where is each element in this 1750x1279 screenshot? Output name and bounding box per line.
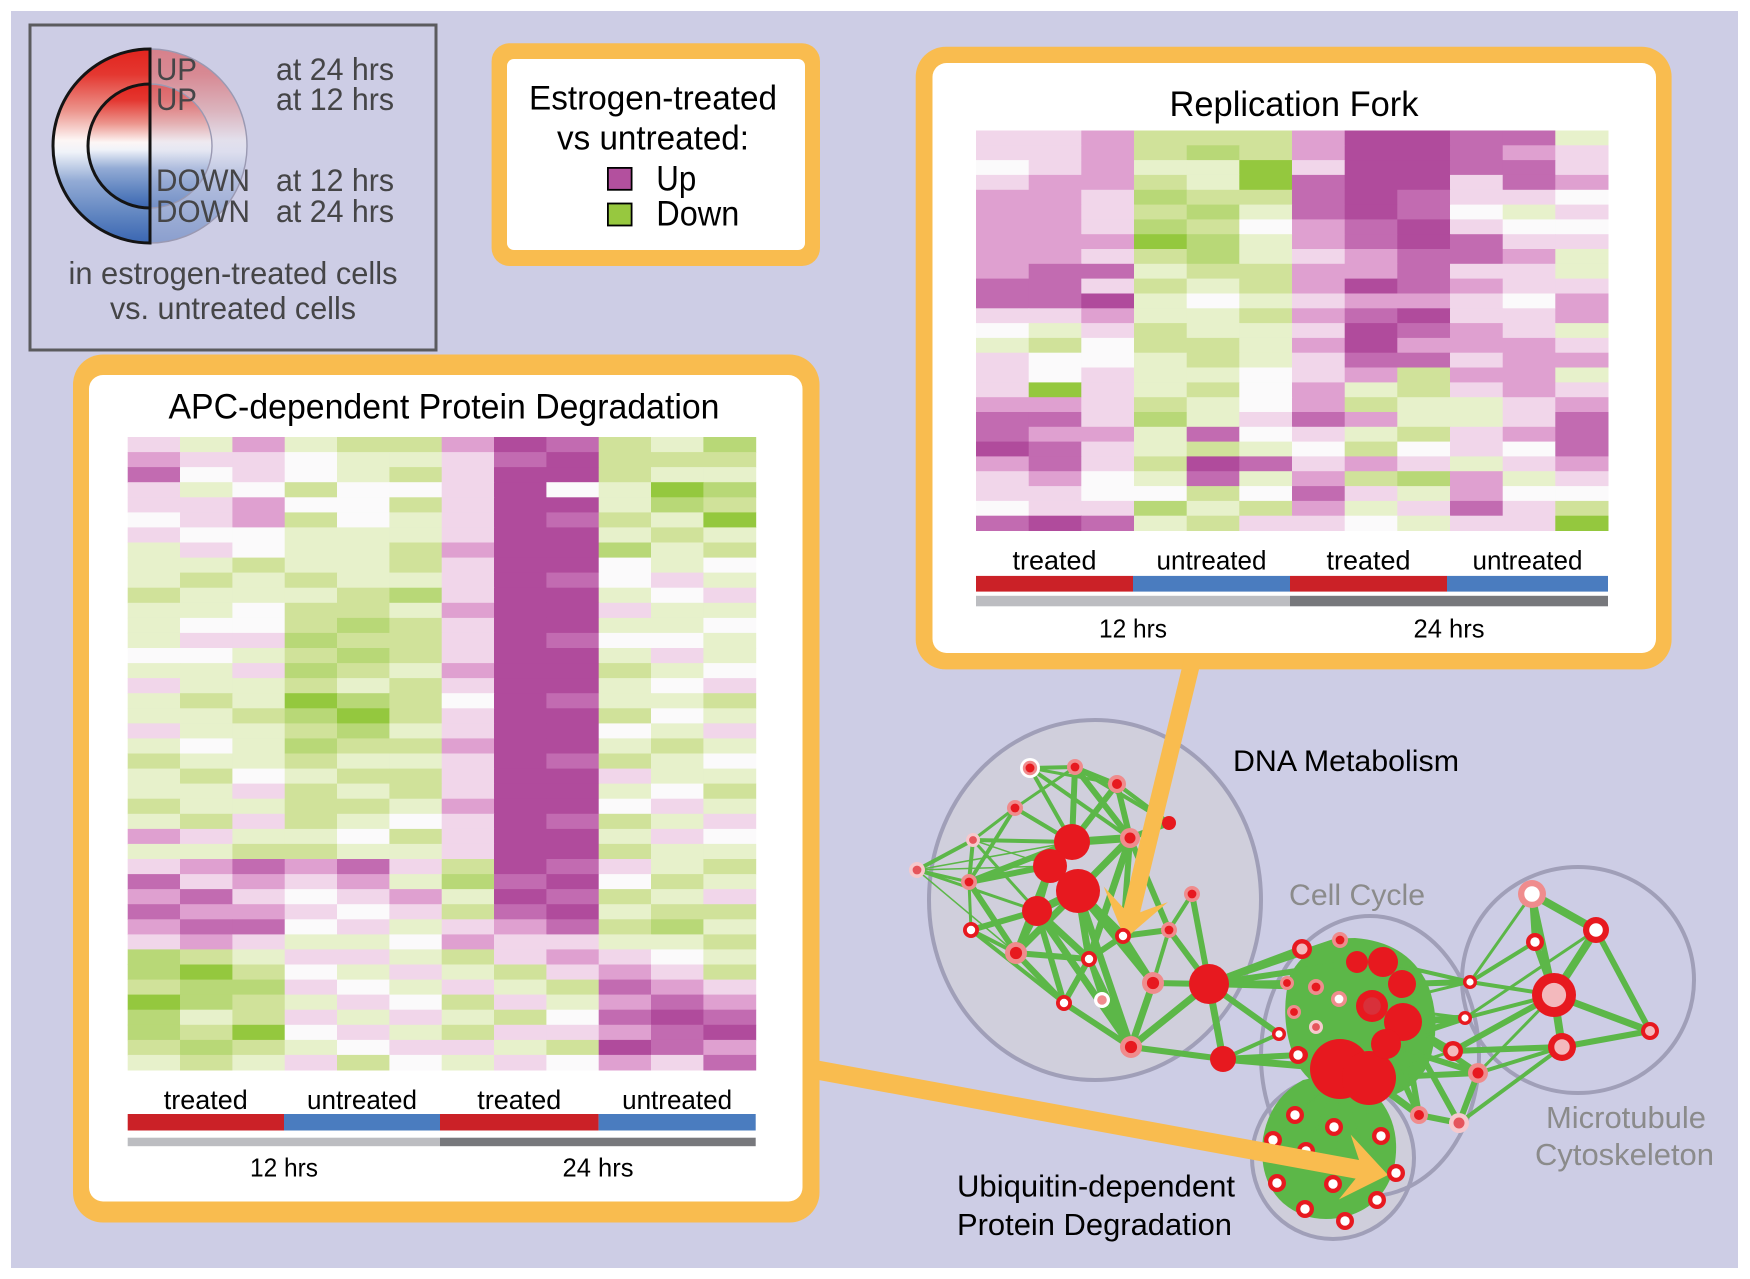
svg-text:12 hrs: 12 hrs	[1099, 614, 1167, 644]
svg-text:vs. untreated cells: vs. untreated cells	[110, 290, 356, 326]
svg-text:Ubiquitin-dependent: Ubiquitin-dependent	[957, 1169, 1235, 1204]
svg-text:Microtubule: Microtubule	[1546, 1100, 1706, 1135]
svg-text:treated: treated	[164, 1085, 248, 1115]
svg-text:untreated: untreated	[1473, 546, 1583, 576]
svg-text:treated: treated	[477, 1085, 561, 1115]
svg-text:DNA Metabolism: DNA Metabolism	[1233, 745, 1459, 778]
svg-text:treated: treated	[1013, 546, 1097, 576]
svg-text:untreated: untreated	[307, 1085, 417, 1115]
svg-text:DOWN: DOWN	[156, 193, 250, 229]
svg-text:Protein Degradation: Protein Degradation	[957, 1207, 1232, 1242]
svg-text:treated: treated	[1327, 546, 1411, 576]
svg-text:Replication Fork: Replication Fork	[1170, 85, 1419, 124]
svg-text:APC-dependent Protein Degradat: APC-dependent Protein Degradation	[169, 388, 720, 427]
svg-text:24 hrs: 24 hrs	[1414, 614, 1485, 644]
svg-text:DOWN: DOWN	[156, 162, 250, 198]
svg-text:untreated: untreated	[1157, 546, 1267, 576]
svg-text:Up: Up	[656, 160, 696, 199]
svg-text:at 12 hrs: at 12 hrs	[276, 81, 394, 117]
svg-text:at 12 hrs: at 12 hrs	[276, 162, 394, 198]
svg-text:vs untreated:: vs untreated:	[557, 120, 749, 158]
svg-text:Cell Cycle: Cell Cycle	[1289, 879, 1425, 912]
svg-text:24 hrs: 24 hrs	[563, 1153, 634, 1183]
svg-text:Cytoskeleton: Cytoskeleton	[1535, 1137, 1714, 1172]
svg-text:in estrogen-treated cells: in estrogen-treated cells	[69, 255, 398, 291]
svg-text:untreated: untreated	[622, 1085, 732, 1115]
svg-text:Down: Down	[656, 195, 739, 234]
svg-text:UP: UP	[156, 81, 197, 117]
svg-text:at 24 hrs: at 24 hrs	[276, 51, 394, 87]
svg-text:12 hrs: 12 hrs	[250, 1153, 318, 1183]
svg-text:Estrogen-treated: Estrogen-treated	[529, 79, 777, 117]
svg-text:at 24 hrs: at 24 hrs	[276, 193, 394, 229]
svg-text:UP: UP	[156, 51, 197, 87]
